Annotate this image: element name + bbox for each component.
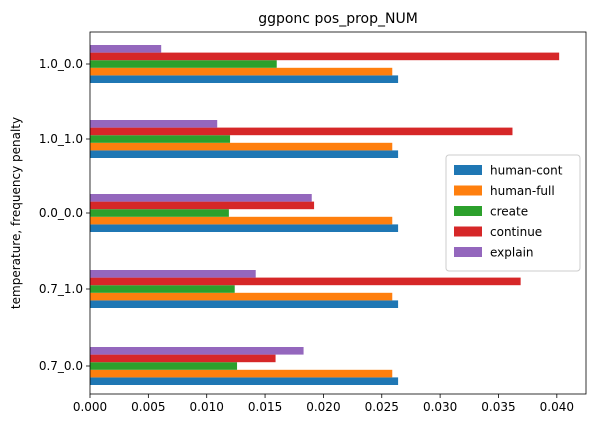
bar-human-cont-0.0_0.0 (90, 224, 399, 232)
bars-group (90, 45, 560, 385)
y-tick-label: 0.7_1.0 (39, 282, 83, 296)
legend-swatch-continue (454, 226, 482, 237)
legend: human-cont human-full create continue explai… (445, 154, 581, 272)
bar-create-1.0_1.0 (90, 135, 231, 143)
legend-swatch-explain (454, 247, 482, 257)
bar-human-cont-0.7_0.0 (90, 377, 399, 385)
bar-explain-0.0_0.0 (90, 194, 312, 202)
bar-continue-0.7_1.0 (90, 277, 521, 286)
chart-title: ggponc pos_prop_NUM (258, 11, 418, 27)
x-tick-label: 0.025 (365, 400, 399, 414)
bar-human-cont-1.0_1.0 (90, 150, 399, 158)
x-tick-label: 0.010 (190, 400, 224, 414)
bar-human-full-0.7_0.0 (90, 369, 393, 378)
bar-explain-1.0_1.0 (90, 120, 218, 128)
legend-swatch-create (454, 206, 482, 216)
bar-create-0.7_0.0 (90, 362, 238, 370)
x-tick-label: 0.040 (540, 400, 574, 414)
bar-create-0.7_1.0 (90, 285, 235, 293)
bar-human-full-0.7_1.0 (90, 292, 393, 301)
x-tick-label: 0.020 (306, 400, 340, 414)
y-axis-label: temperature, frequency penalty (9, 117, 23, 309)
y-tick-label: 1.0_1.0 (39, 132, 83, 146)
legend-label-explain: explain (490, 246, 534, 260)
legend-label-continue: continue (490, 225, 542, 239)
x-tick-label: 0.035 (481, 400, 515, 414)
x-tick-label: 0.030 (423, 400, 457, 414)
bar-human-cont-0.7_1.0 (90, 300, 399, 308)
bar-continue-1.0_0.0 (90, 52, 560, 61)
x-tick-label: 0.005 (131, 400, 165, 414)
bar-explain-0.7_0.0 (90, 347, 304, 355)
bar-continue-0.0_0.0 (90, 201, 315, 210)
bar-continue-1.0_1.0 (90, 127, 513, 136)
bar-human-cont-1.0_0.0 (90, 75, 399, 83)
bar-human-full-1.0_1.0 (90, 142, 393, 151)
y-tick-label: 1.0_0.0 (39, 57, 83, 71)
legend-label-create: create (490, 205, 528, 219)
legend-label-human-cont: human-cont (490, 164, 563, 178)
bar-human-full-1.0_0.0 (90, 67, 393, 76)
x-tick-label: 0.015 (248, 400, 282, 414)
legend-label-human-full: human-full (490, 184, 555, 198)
bar-create-1.0_0.0 (90, 60, 277, 68)
bar-human-full-0.0_0.0 (90, 216, 393, 225)
bar-explain-1.0_0.0 (90, 45, 162, 53)
legend-swatch-human-full (454, 185, 482, 196)
bar-create-0.0_0.0 (90, 209, 229, 217)
x-tick-label: 0.000 (73, 400, 107, 414)
bar-explain-0.7_1.0 (90, 270, 256, 278)
y-tick-label: 0.0_0.0 (39, 206, 83, 220)
bar-continue-0.7_0.0 (90, 354, 276, 363)
legend-swatch-human-cont (454, 165, 482, 175)
axes-group: 0.000 0.005 0.010 0.015 0.020 0.025 0.030 0.035… (39, 31, 587, 414)
legend-box (445, 154, 581, 272)
y-tick-label: 0.7_0.0 (39, 359, 83, 373)
